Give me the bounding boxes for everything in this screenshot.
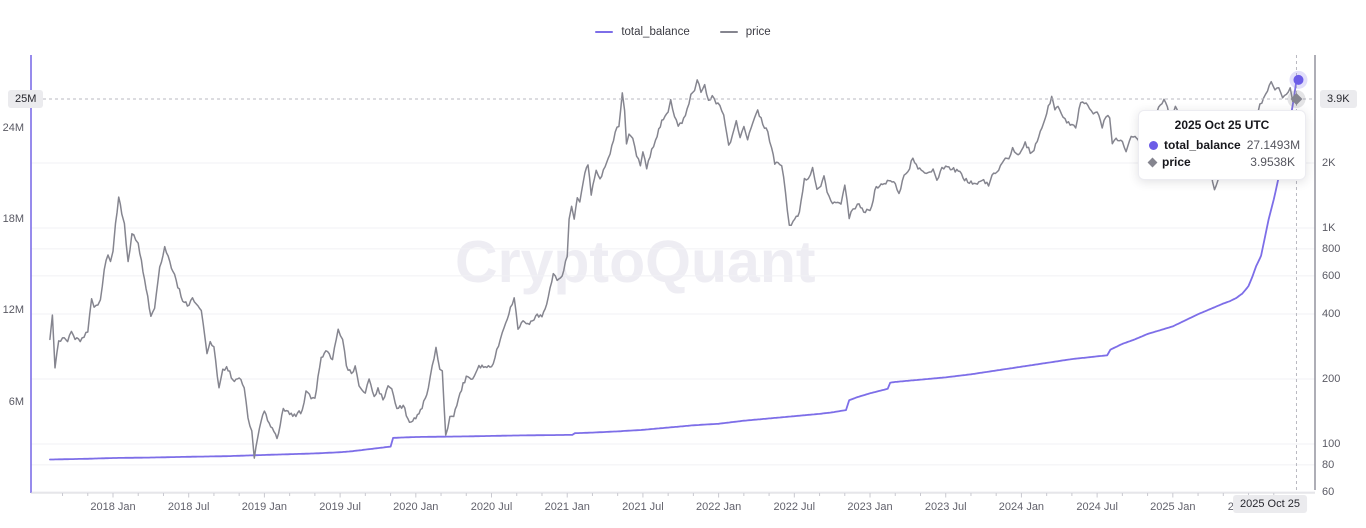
x-axis-tick-label: 2019 Jan: [241, 501, 288, 513]
x-axis-tick-label: 2023 Jul: [924, 501, 967, 513]
right-axis-tick-label: 400: [1322, 307, 1341, 320]
right-axis-tick-label: 100: [1322, 438, 1341, 450]
right-axis-tick-label: 80: [1322, 458, 1335, 471]
left-axis-current-value-pill: 25M: [8, 90, 44, 108]
price-line-swatch: [719, 30, 738, 34]
x-axis-tick-label: 2019 Jul: [319, 501, 361, 513]
cryptoquant-watermark: CryptoQuant: [455, 229, 816, 295]
legend-item-total-balance[interactable]: total_balance: [595, 26, 690, 38]
x-axis-tick-label: 2021 Jul: [622, 501, 664, 513]
right-axis-tick-label: 800: [1322, 242, 1341, 255]
x-axis-tick-label: 2025 Jan: [1150, 501, 1196, 513]
x-axis-tick-label: 2022 Jul: [773, 501, 816, 513]
x-axis-tick-label: 2020 Jul: [470, 501, 513, 513]
x-axis-tick-label: 2018 Jul: [167, 501, 210, 513]
hover-tooltip: 2025 Oct 25 UTC total_balance 27.1493M p…: [1138, 110, 1306, 180]
tooltip-value-total-balance: 27.1493M: [1246, 138, 1301, 152]
series-line-total_balance: [49, 79, 1298, 461]
tooltip-value-price: 3.9538K: [1250, 155, 1295, 169]
left-axis-tick-label: 12M: [2, 304, 24, 317]
right-axis-current-value-pill: 3.9K: [1320, 90, 1357, 108]
right-axis-tick-label: 1K: [1322, 222, 1336, 234]
right-axis-tick-label: 200: [1322, 372, 1341, 385]
diamond-marker-icon: [1147, 157, 1158, 168]
tooltip-row-total-balance: total_balance 27.1493M: [1149, 137, 1300, 154]
legend: total_balance price: [0, 26, 1366, 38]
total-balance-line-swatch: [595, 30, 614, 34]
tooltip-label-total-balance: total_balance: [1164, 138, 1241, 152]
x-axis-current-date-pill: 2025 Oct 25: [1233, 495, 1307, 513]
x-axis-tick-label: 2023 Jan: [847, 501, 893, 513]
legend-label-total-balance: total_balance: [621, 26, 690, 38]
left-axis-tick-label: 18M: [2, 213, 24, 226]
right-axis-tick-label: 60: [1322, 485, 1335, 498]
right-axis-tick-label: 600: [1322, 269, 1341, 282]
right-axis-tick-label: 2K: [1322, 156, 1336, 169]
legend-item-price[interactable]: price: [719, 26, 771, 38]
circle-marker-icon: [1149, 141, 1158, 150]
left-axis-tick-label: 6M: [8, 395, 24, 408]
tooltip-row-price: price 3.9538K: [1147, 154, 1295, 171]
legend-label-price: price: [745, 26, 771, 38]
x-axis-tick-label: 2022 Jan: [695, 501, 742, 513]
x-axis-tick-label: 2018 Jan: [90, 501, 136, 513]
tooltip-date-title: 2025 Oct 25 UTC: [1174, 118, 1270, 132]
series-line-price: [49, 79, 1298, 459]
left-axis-tick-label: 24M: [2, 121, 24, 134]
total-balance-point-marker: [1293, 74, 1304, 85]
x-axis-tick-label: 2021 Jan: [544, 501, 590, 513]
x-axis-tick-label: 2024 Jul: [1076, 501, 1118, 513]
x-axis-tick-label: 2020 Jan: [393, 501, 439, 513]
tooltip-label-price: price: [1162, 155, 1191, 169]
x-axis-tick-label: 2024 Jan: [998, 501, 1045, 513]
